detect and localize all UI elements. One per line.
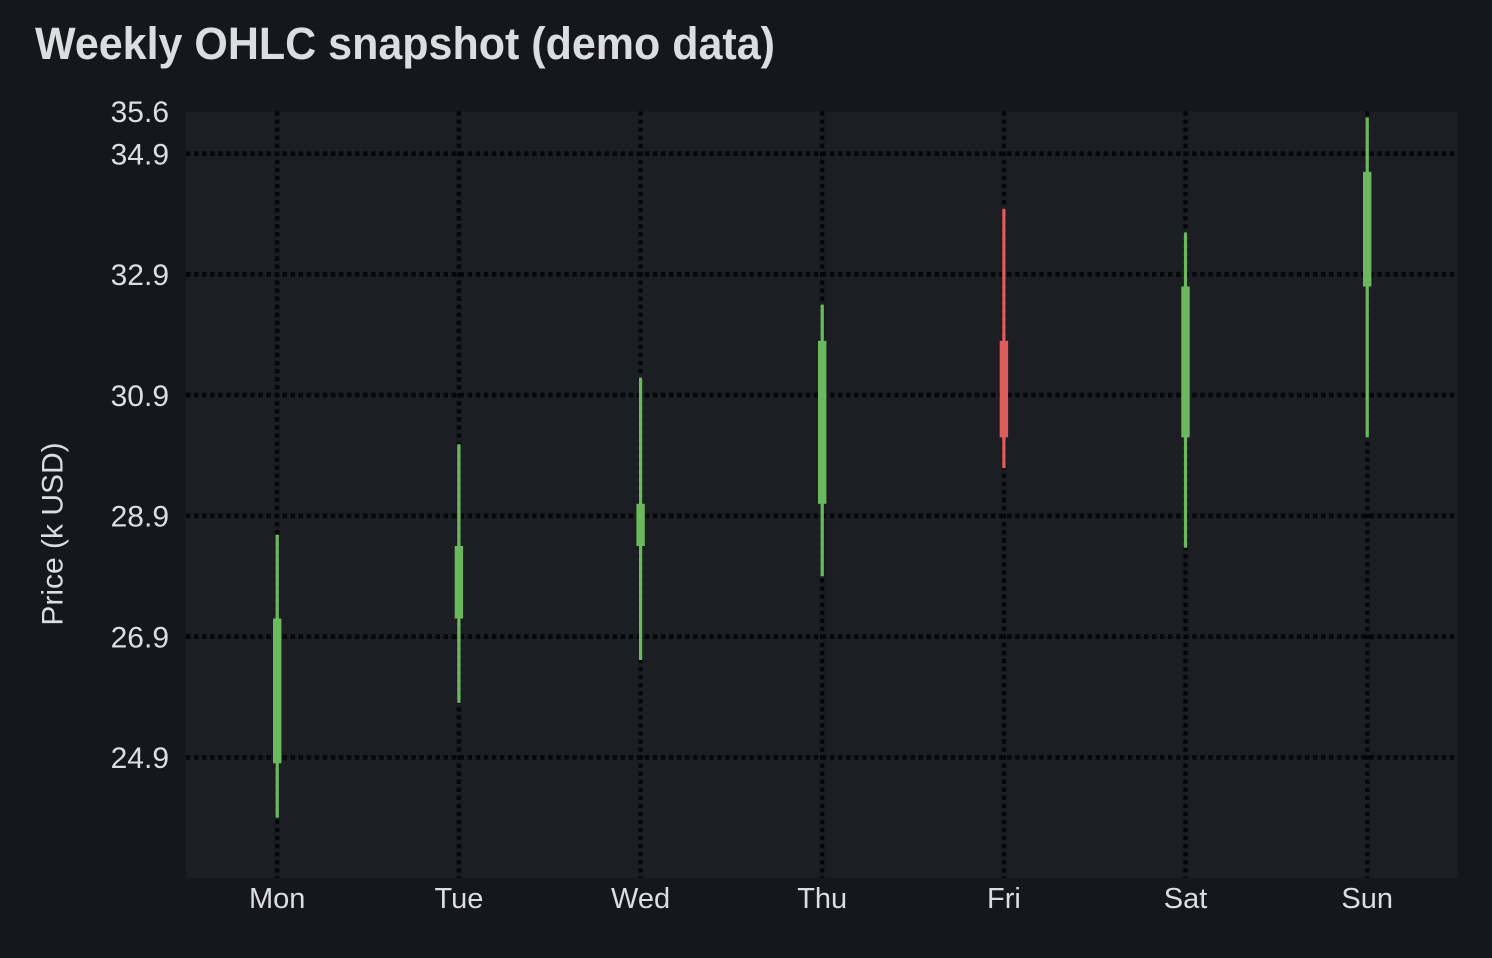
svg-text:26.9: 26.9 <box>111 621 169 654</box>
svg-text:Price (k USD): Price (k USD) <box>37 442 70 625</box>
svg-text:Wed: Wed <box>611 883 670 915</box>
svg-text:Sat: Sat <box>1164 883 1208 915</box>
svg-text:34.9: 34.9 <box>111 139 169 172</box>
svg-text:Weekly OHLC snapshot (demo dat: Weekly OHLC snapshot (demo data) <box>35 18 775 69</box>
svg-text:Fri: Fri <box>987 883 1021 915</box>
svg-text:Thu: Thu <box>797 883 847 915</box>
svg-text:35.6: 35.6 <box>111 96 169 129</box>
svg-text:Mon: Mon <box>249 883 305 915</box>
svg-text:30.9: 30.9 <box>111 380 169 413</box>
svg-text:32.9: 32.9 <box>111 259 169 292</box>
svg-text:28.9: 28.9 <box>111 501 169 534</box>
svg-text:Tue: Tue <box>434 883 483 915</box>
svg-text:Sun: Sun <box>1341 883 1393 915</box>
svg-text:24.9: 24.9 <box>111 742 169 775</box>
